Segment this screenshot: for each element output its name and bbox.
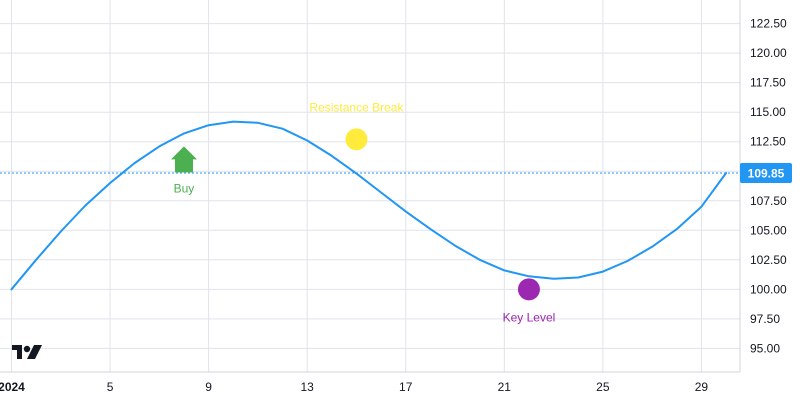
- y-tick-label: 122.50: [750, 17, 787, 31]
- x-tick-label: 13: [301, 380, 315, 394]
- axes: 122.50120.00117.50115.00112.50110.00107.…: [0, 0, 792, 394]
- buy-arrow-marker: [170, 146, 197, 173]
- key-level-marker: [517, 278, 540, 301]
- y-tick-label: 102.50: [750, 253, 787, 267]
- buy-marker-label: Buy: [174, 181, 195, 195]
- x-tick-label: 29: [695, 380, 709, 394]
- x-tick-label: 21: [498, 380, 512, 394]
- y-tick-label: 97.50: [750, 312, 780, 326]
- price-line: [10, 120, 728, 291]
- x-tick-label-year: 2024: [0, 380, 25, 394]
- y-tick-label: 107.50: [750, 194, 787, 208]
- last-price-tag: [740, 163, 792, 184]
- grid: [0, 0, 740, 372]
- logo-bar-shape: [12, 345, 22, 359]
- logo-slash-shape: [27, 345, 42, 359]
- plot-area: Buy Resistance Break Key Level: [0, 100, 740, 324]
- key-level-label: Key Level: [503, 310, 556, 324]
- logo-dot-shape: [23, 345, 31, 353]
- x-tick-label: 5: [107, 380, 114, 394]
- y-tick-label: 112.50: [750, 135, 786, 149]
- y-tick-label: 115.00: [750, 105, 786, 119]
- y-tick-label: 95.00: [750, 341, 780, 355]
- x-tick-label: 9: [205, 380, 212, 394]
- tradingview-logo: [12, 345, 42, 359]
- x-tick-label: 17: [399, 380, 413, 394]
- last-price-label: 109.85: [748, 167, 785, 181]
- y-tick-label: 105.00: [750, 223, 787, 237]
- resistance-break-label: Resistance Break: [309, 100, 404, 114]
- y-tick-label: 100.00: [750, 282, 787, 296]
- y-tick-label: 117.50: [750, 76, 786, 90]
- resistance-break-marker: [345, 128, 368, 151]
- x-tick-label: 25: [596, 380, 610, 394]
- y-tick-label: 120.00: [750, 46, 787, 60]
